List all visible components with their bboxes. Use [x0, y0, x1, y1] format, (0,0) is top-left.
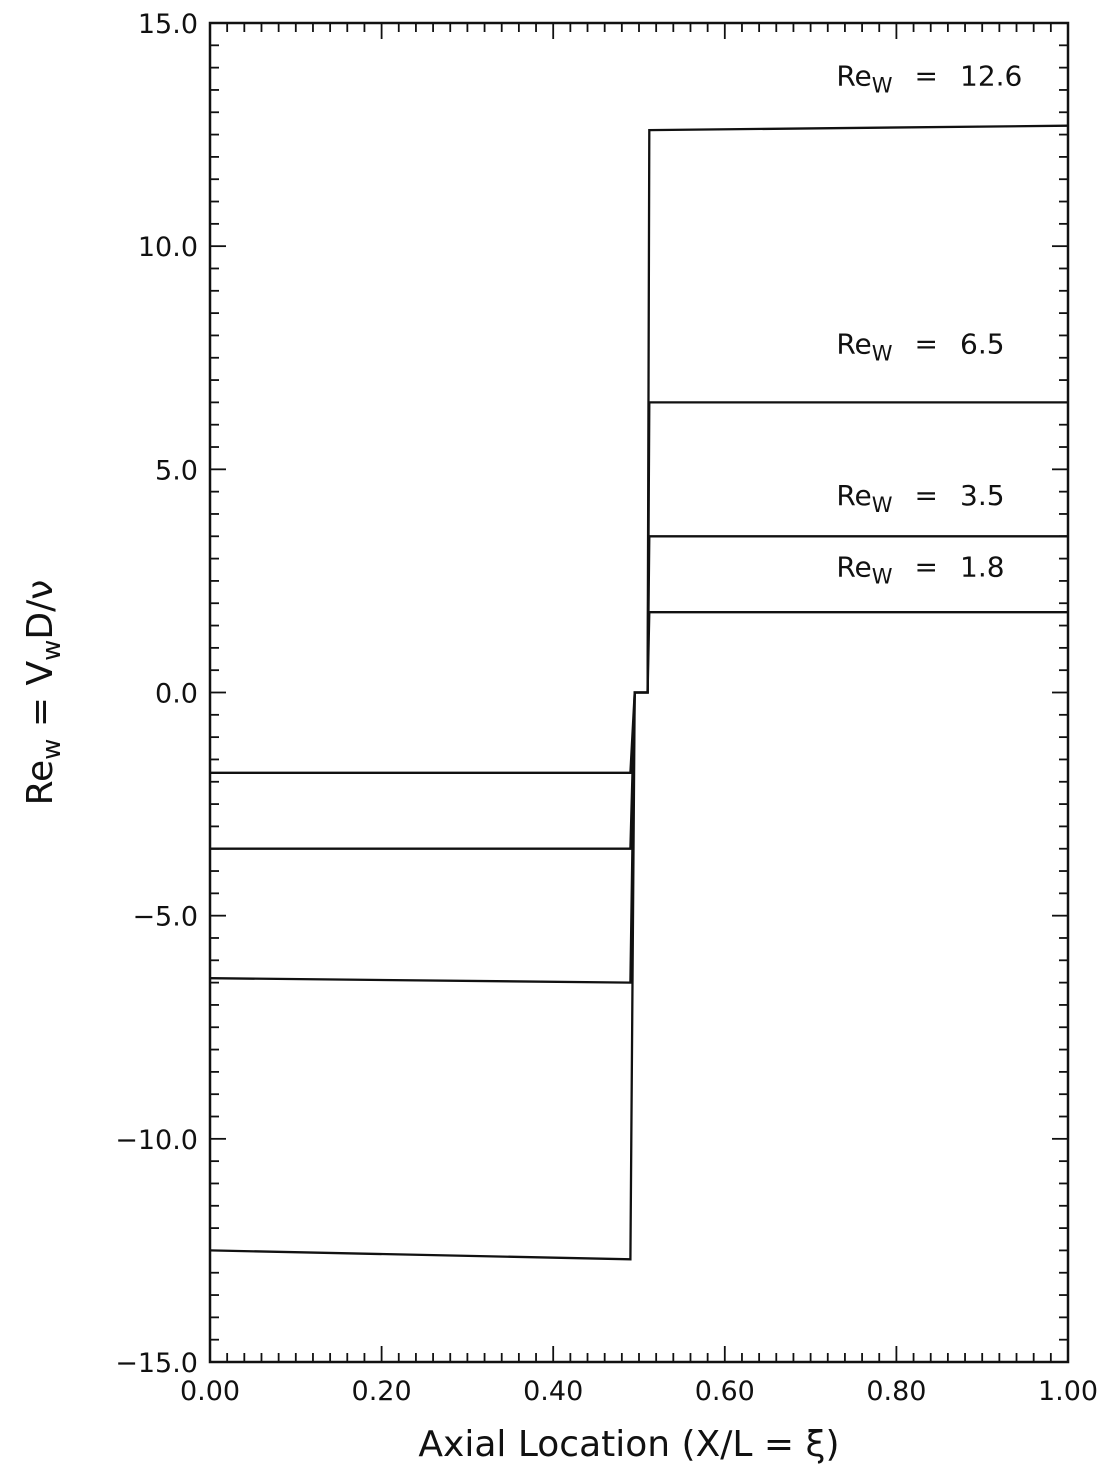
y-axis-title: Rew​ = Vw​D/ν: [20, 580, 67, 806]
x-tick-label: 1.00: [1038, 1376, 1098, 1407]
annotation-re: Re: [836, 479, 871, 512]
annotation-value: 12.6: [960, 59, 1022, 92]
tick-labels: 0.00 0.20 0.40 0.60 0.80 1.00 −15.0 −10.0 −5.0 0.…: [115, 9, 1098, 1407]
annotation-equals: =: [915, 59, 938, 92]
annotation-subscript: W: [872, 341, 893, 365]
y-tick-label: −10.0: [115, 1125, 198, 1156]
y-title-subscript: w: [37, 739, 67, 760]
annotation-equals: =: [915, 479, 938, 512]
x-tick-label: 0.00: [180, 1376, 240, 1407]
y-tick-label: −15.0: [115, 1348, 198, 1379]
series-annotation: ReW = 3.5: [836, 479, 1004, 517]
y-tick-label: 10.0: [138, 232, 198, 263]
annotation-re: Re: [836, 59, 871, 92]
y-tick-label: 15.0: [138, 9, 198, 40]
y-tick-label: 0.0: [155, 679, 198, 710]
y-tick-label: −5.0: [132, 902, 198, 933]
annotation-re: Re: [836, 550, 871, 583]
plot-frame: [208, 21, 1070, 1364]
y-title-part: D/ν: [20, 580, 61, 640]
series-layer: [209, 124, 1069, 1261]
y-title-subscript: w: [37, 640, 67, 661]
annotation-re: Re: [836, 327, 871, 360]
annotation-subscript: W: [872, 564, 893, 588]
annotation-equals: =: [915, 550, 938, 583]
annotation-value: 3.5: [960, 479, 1005, 512]
x-tick-label: 0.80: [866, 1376, 926, 1407]
x-tick-label: 0.40: [523, 1376, 583, 1407]
x-tick-label: 0.60: [695, 1376, 755, 1407]
series-line: [210, 611, 1068, 774]
y-tick-label: 5.0: [155, 455, 198, 486]
y-title-part: = V: [20, 661, 61, 739]
annotation-subscript: W: [872, 493, 893, 517]
y-title-part: Re: [20, 760, 61, 806]
annotation-equals: =: [915, 327, 938, 360]
series-annotation: ReW = 6.5: [836, 327, 1004, 365]
x-tick-label: 0.20: [352, 1376, 412, 1407]
annotation-subscript: W: [872, 73, 893, 97]
annotation-value: 1.8: [960, 550, 1005, 583]
x-axis-title: Axial Location (X/L = ξ): [418, 1424, 839, 1465]
series-annotation: ReW = 1.8: [836, 550, 1004, 588]
annotation-value: 6.5: [960, 327, 1005, 360]
series-annotation: ReW = 12.6: [836, 59, 1022, 97]
